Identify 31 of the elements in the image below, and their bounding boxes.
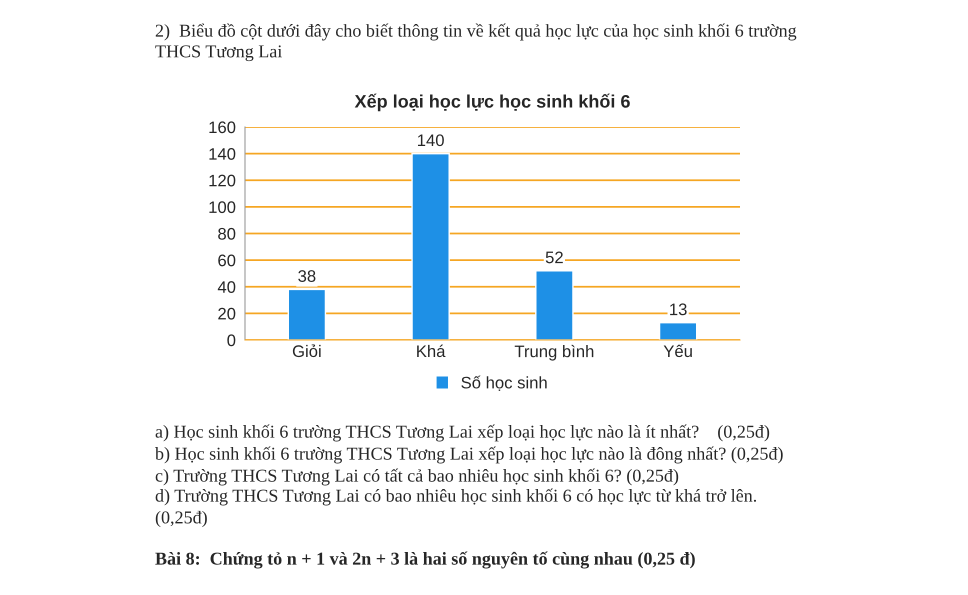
y-tick-label: 100 <box>209 201 236 214</box>
y-tick-label: 160 <box>209 121 236 134</box>
data-label: 140 <box>418 134 444 146</box>
x-tick-label: Trung bình <box>514 344 594 361</box>
text: c) Trường THCS Tương Lai có tất cả bao nhiêu học sinh khối 6? (0,25đ) <box>156 468 678 486</box>
text: THCS Tương Lai <box>155 45 282 62</box>
chart-title: Xếp loại học lực học sinh khối 6 <box>354 94 630 112</box>
y-tick-label: 40 <box>218 281 236 293</box>
text: a) Học sinh khối 6 trường THCS Tương Lai xếp loại học lực nào là ít nhất? (0,25đ) <box>156 424 770 442</box>
data-label: 13 <box>670 303 687 316</box>
text: Bài 8: Chứng tỏ n + 1 và 2n + 3 là hai số nguyên tố cùng nhau (0,25 đ) <box>155 551 695 569</box>
y-tick-label: 140 <box>209 148 236 160</box>
bar <box>411 152 450 340</box>
bar <box>658 322 698 340</box>
text: (0,25đ) <box>156 510 207 528</box>
data-label: 38 <box>298 270 316 282</box>
y-tick-label: 120 <box>209 174 236 186</box>
text: d) Trường THCS Tương Lai có bao nhiêu học sinh khối 6 có học lực từ khá trở lên. <box>156 488 756 506</box>
y-tick-label: 0 <box>227 334 236 346</box>
y-tick-label: 80 <box>218 228 236 240</box>
x-tick-label: Giỏi <box>292 344 321 358</box>
x-tick-label: Yếu <box>664 344 692 358</box>
bar <box>535 270 574 340</box>
text: b) Học sinh khối 6 trường THCS Tương Lai xếp loại học lực nào là đông nhất? (0,25đ) <box>155 446 783 464</box>
y-tick-label: 60 <box>218 254 236 266</box>
text: 2) Biểu đồ cột dưới đây cho biết thông tin về kết quả học lực của học sinh khối 6 trường <box>156 24 796 40</box>
data-label: 52 <box>546 252 563 264</box>
x-tick-label: Khá <box>417 344 446 358</box>
legend-label: Số học sinh <box>461 376 547 391</box>
y-tick-label: 20 <box>218 308 236 320</box>
bar <box>288 288 326 340</box>
